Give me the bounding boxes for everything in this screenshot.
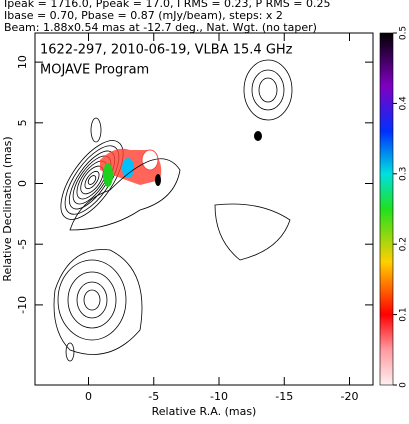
colorbar-tick-label: 0.4 bbox=[399, 96, 409, 111]
x-tick-label: -15 bbox=[275, 390, 293, 403]
header-line: Ibase = 0.70, Pbase = 0.87 (mJy/beam), s… bbox=[4, 9, 283, 22]
y-tick-label: 5 bbox=[16, 119, 29, 126]
plot-subtitle: MOJAVE Program bbox=[40, 63, 149, 78]
plot-title: 1622-297, 2010-06-19, VLBA 15.4 GHz bbox=[40, 43, 293, 58]
header-line: Beam: 1.88x0.54 mas at -12.7 deg., Nat. … bbox=[4, 21, 317, 34]
x-axis-label: Relative R.A. (mas) bbox=[152, 405, 257, 418]
y-axis-label: Relative Declination (mas) bbox=[1, 136, 14, 281]
x-tick-label: 0 bbox=[85, 390, 92, 403]
y-tick-label: -5 bbox=[16, 239, 29, 250]
x-tick-label: -10 bbox=[210, 390, 228, 403]
x-tick-label: -20 bbox=[341, 390, 359, 403]
colorbar-tick-label: 0.3 bbox=[399, 167, 409, 181]
colorbar-tick-label: 0.5 bbox=[399, 26, 409, 40]
contours bbox=[53, 59, 293, 362]
colorbar-tick-label: 0 bbox=[399, 382, 409, 388]
colorbar-tick-label: 0.1 bbox=[399, 307, 409, 321]
y-tick-label: -10 bbox=[16, 296, 29, 314]
y-tick-label: 0 bbox=[16, 180, 29, 187]
header-line: Ipeak = 1716.0, Ppeak = 17.0, I RMS = 0.… bbox=[4, 0, 331, 10]
x-tick-label: -5 bbox=[148, 390, 159, 403]
colorbar bbox=[379, 32, 394, 386]
y-tick-label: 10 bbox=[16, 55, 29, 69]
colorbar-tick-label: 0.2 bbox=[399, 237, 409, 251]
plot-frame bbox=[34, 32, 374, 386]
